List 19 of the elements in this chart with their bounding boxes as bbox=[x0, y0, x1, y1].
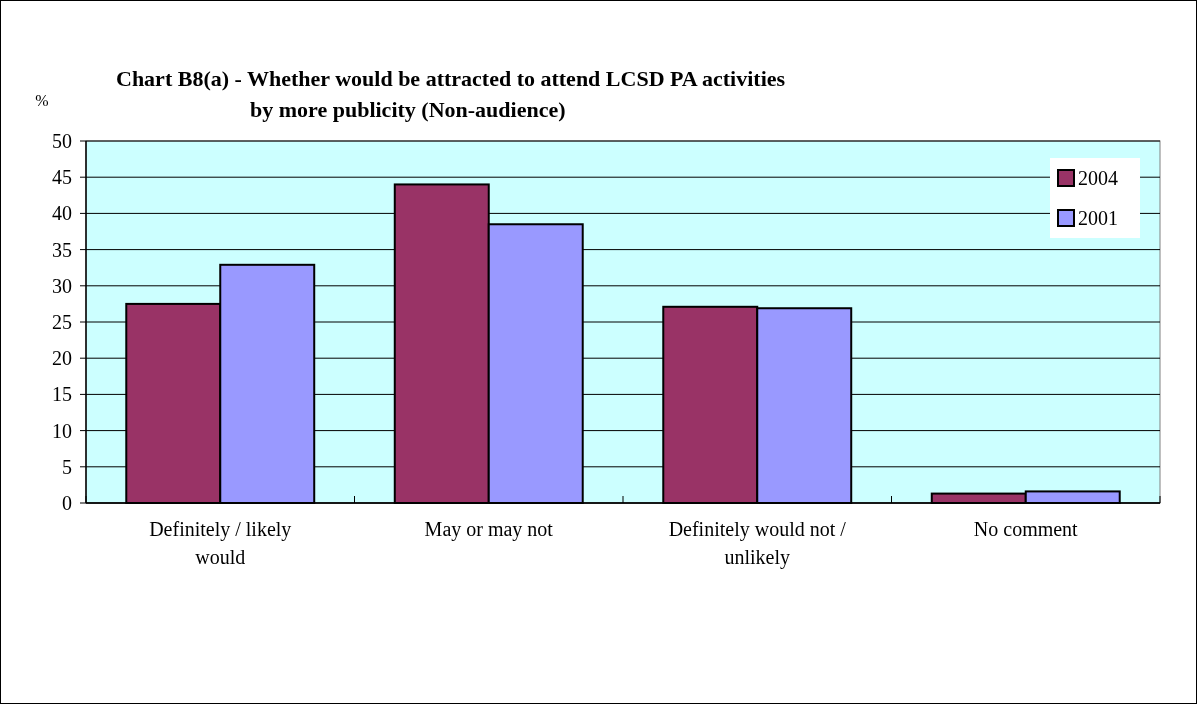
chart-title: Chart B8(a) - Whether would be attracted to attend LCSD PA activities by more publicity (Non-audience) bbox=[116, 66, 786, 122]
y-tick-label: 25 bbox=[52, 311, 72, 333]
y-tick-label: 0 bbox=[62, 492, 72, 514]
y-tick-label: 5 bbox=[62, 455, 72, 478]
x-tick-label: Definitely / likely would bbox=[149, 518, 292, 568]
y-tick-label: 20 bbox=[52, 347, 72, 370]
y-tick-label: 30 bbox=[52, 274, 72, 297]
y-tick-label: 15 bbox=[52, 383, 72, 406]
y-tick-label: 45 bbox=[52, 166, 72, 189]
legend-label: 2004 bbox=[1078, 167, 1118, 189]
y-axis-title: % bbox=[35, 92, 49, 109]
y-tick-label: 35 bbox=[52, 238, 72, 261]
x-tick-label: May or may not bbox=[424, 518, 554, 541]
x-tick-label: No comment bbox=[973, 518, 1079, 540]
y-tick-label: 40 bbox=[52, 202, 72, 225]
y-tick-label: 50 bbox=[52, 130, 72, 152]
legend-label: 2001 bbox=[1078, 207, 1118, 229]
x-tick-label: Definitely would not / unlikely bbox=[668, 518, 847, 569]
y-tick-label: 10 bbox=[52, 419, 72, 442]
